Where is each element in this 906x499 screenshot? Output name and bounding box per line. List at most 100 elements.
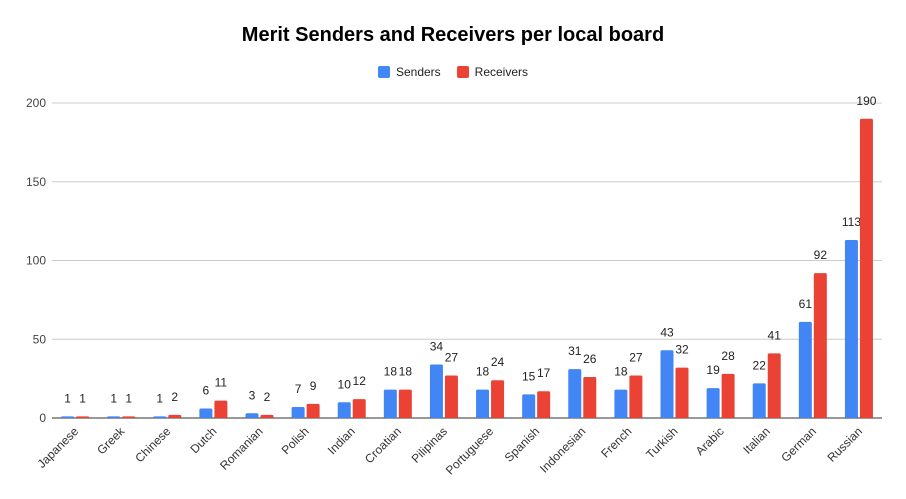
data-label: 12 bbox=[353, 374, 367, 388]
bar-senders bbox=[798, 321, 812, 418]
bar-receivers bbox=[122, 416, 136, 418]
data-label: 17 bbox=[537, 366, 551, 380]
data-label: 27 bbox=[445, 350, 459, 364]
data-label: 113 bbox=[842, 215, 861, 229]
data-label: 2 bbox=[264, 390, 271, 404]
data-label: 15 bbox=[522, 369, 536, 383]
data-label: 6 bbox=[203, 384, 210, 398]
x-tick-label: Croatian bbox=[362, 424, 404, 466]
y-tick-label: 100 bbox=[26, 254, 46, 268]
data-label: 43 bbox=[660, 325, 674, 339]
bar-receivers bbox=[214, 400, 228, 418]
data-label: 18 bbox=[614, 365, 628, 379]
data-label: 92 bbox=[814, 248, 828, 262]
x-tick-label: Pilipinas bbox=[409, 424, 451, 466]
bar-receivers bbox=[537, 391, 551, 418]
bar-receivers bbox=[767, 353, 781, 418]
x-tick-label: Romanian bbox=[217, 424, 266, 473]
data-label: 31 bbox=[568, 344, 582, 358]
bar-receivers bbox=[76, 416, 90, 418]
bar-senders bbox=[153, 416, 167, 418]
bar-receivers bbox=[859, 118, 873, 418]
bar-receivers bbox=[444, 375, 458, 418]
data-label: 18 bbox=[384, 365, 398, 379]
legend-label-senders: Senders bbox=[395, 65, 441, 79]
data-label: 28 bbox=[721, 349, 735, 363]
bar-senders bbox=[476, 389, 490, 418]
data-label: 1 bbox=[125, 391, 132, 405]
x-tick-label: Arabic bbox=[693, 424, 727, 458]
x-tick-label: Russian bbox=[825, 424, 866, 465]
data-label: 7 bbox=[295, 382, 302, 396]
bar-senders bbox=[107, 416, 121, 418]
data-label: 61 bbox=[799, 297, 813, 311]
x-tick-label: Italian bbox=[740, 424, 773, 457]
data-label: 1 bbox=[79, 391, 86, 405]
y-tick-label: 200 bbox=[26, 96, 46, 110]
x-tick-label: Indonesian bbox=[537, 424, 588, 475]
bar-receivers bbox=[675, 367, 689, 418]
legend-label-receivers: Receivers bbox=[474, 65, 529, 79]
bar-senders bbox=[706, 388, 720, 418]
legend-swatch-receivers bbox=[456, 66, 469, 78]
y-tick-label: 0 bbox=[39, 411, 46, 425]
bar-senders bbox=[245, 413, 259, 418]
bar-senders bbox=[568, 369, 582, 418]
bar-receivers bbox=[721, 373, 735, 418]
x-tick-label: German bbox=[778, 424, 819, 465]
legend-item-senders: Senders bbox=[377, 65, 441, 79]
bar-senders bbox=[61, 416, 75, 418]
data-label: 2 bbox=[171, 390, 178, 404]
data-label: 1 bbox=[156, 391, 163, 405]
legend-item-receivers: Receivers bbox=[456, 65, 529, 79]
bar-senders bbox=[522, 394, 536, 418]
x-tick-label: Chinese bbox=[132, 424, 173, 465]
bar-receivers bbox=[306, 403, 320, 418]
data-label: 1 bbox=[64, 391, 71, 405]
x-tick-label: Indian bbox=[325, 424, 358, 457]
bar-senders bbox=[199, 408, 213, 418]
bar-senders bbox=[429, 364, 443, 418]
chart-title: Merit Senders and Receivers per local bo… bbox=[241, 24, 665, 46]
data-label: 190 bbox=[856, 94, 876, 108]
bar-senders bbox=[660, 350, 674, 418]
data-label: 22 bbox=[753, 358, 767, 372]
x-tick-label: French bbox=[598, 424, 634, 460]
data-label: 10 bbox=[338, 377, 352, 391]
data-label: 34 bbox=[430, 339, 444, 353]
data-label: 32 bbox=[675, 343, 689, 357]
x-tick-label: Polish bbox=[279, 424, 312, 457]
data-label: 27 bbox=[629, 350, 643, 364]
bar-senders bbox=[752, 383, 766, 418]
bar-receivers bbox=[398, 389, 412, 418]
data-label: 9 bbox=[310, 379, 317, 393]
data-label: 19 bbox=[706, 363, 720, 377]
data-label: 3 bbox=[249, 388, 256, 402]
bar-receivers bbox=[629, 375, 643, 418]
y-tick-label: 50 bbox=[33, 332, 47, 346]
x-tick-label: Japanese bbox=[34, 424, 81, 471]
x-tick-label: Turkish bbox=[643, 424, 680, 461]
data-label: 18 bbox=[476, 365, 490, 379]
bar-receivers bbox=[583, 377, 597, 418]
bar-senders bbox=[383, 389, 397, 418]
bar-senders bbox=[337, 402, 351, 418]
data-label: 26 bbox=[583, 352, 597, 366]
bar-receivers bbox=[491, 380, 505, 418]
x-tick-label: Greek bbox=[94, 424, 128, 458]
bar-receivers bbox=[813, 273, 827, 418]
bar-receivers bbox=[260, 414, 274, 418]
bar-receivers bbox=[168, 414, 182, 418]
data-label: 18 bbox=[399, 365, 413, 379]
legend: Senders Receivers bbox=[0, 65, 906, 79]
x-tick-label: Portuguese bbox=[443, 424, 497, 478]
bar-senders bbox=[614, 389, 628, 418]
bar-receivers bbox=[352, 399, 366, 418]
x-tick-label: Dutch bbox=[187, 424, 219, 456]
data-label: 24 bbox=[491, 355, 505, 369]
bar-senders bbox=[291, 406, 305, 418]
x-tick-label: Spanish bbox=[502, 424, 543, 465]
data-label: 11 bbox=[215, 376, 228, 390]
